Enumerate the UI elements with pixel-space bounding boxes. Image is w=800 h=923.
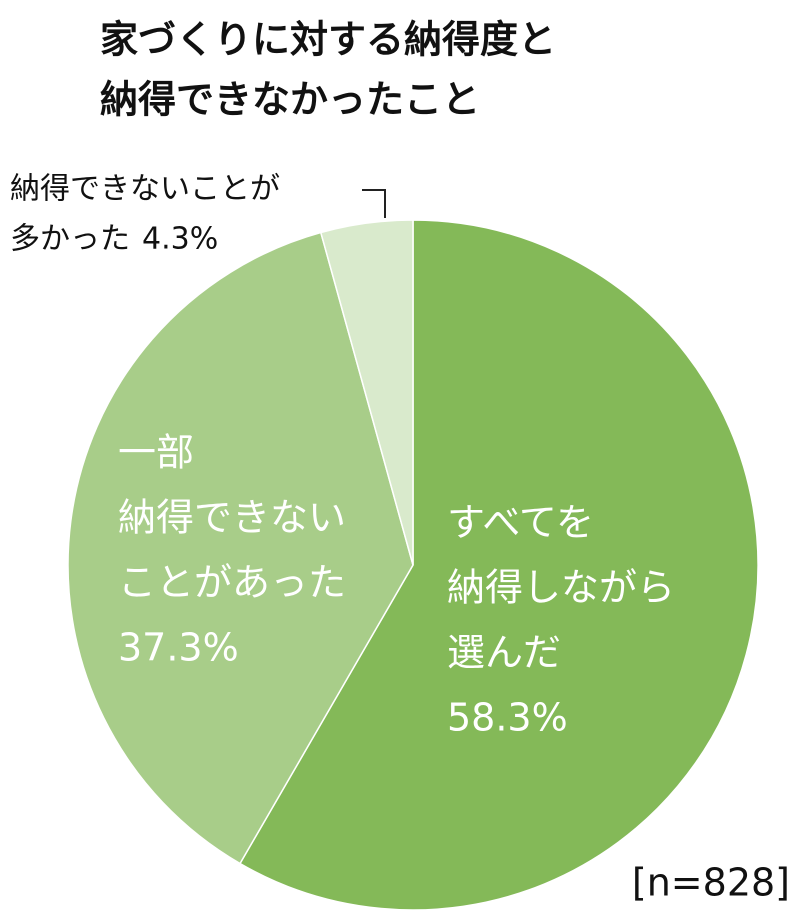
sample-note: [n=828] [632,861,790,905]
slice-label: 納得できない [118,496,346,540]
slice-label: 納得できないことが [10,172,280,207]
slice-label: 多かった [10,222,130,257]
chart-title: 納得できなかったこと [100,78,480,122]
slice-label: 納得しながら [447,566,675,610]
slice-label: 選んだ [447,631,561,675]
value-label: 58.3% [447,696,568,740]
pie-slice [67,231,414,865]
value-label: 37.3% [118,626,239,670]
slice-label: ことがあった [118,561,346,605]
slice-label: 一部 [118,431,194,475]
value-label: 4.3% [142,222,218,257]
leader-line [362,189,386,218]
pie-slice [239,219,759,911]
slice-label: すべてを [447,501,594,545]
pie-slice [319,219,414,566]
chart-title: 家づくりに対する納得度と [100,18,556,62]
